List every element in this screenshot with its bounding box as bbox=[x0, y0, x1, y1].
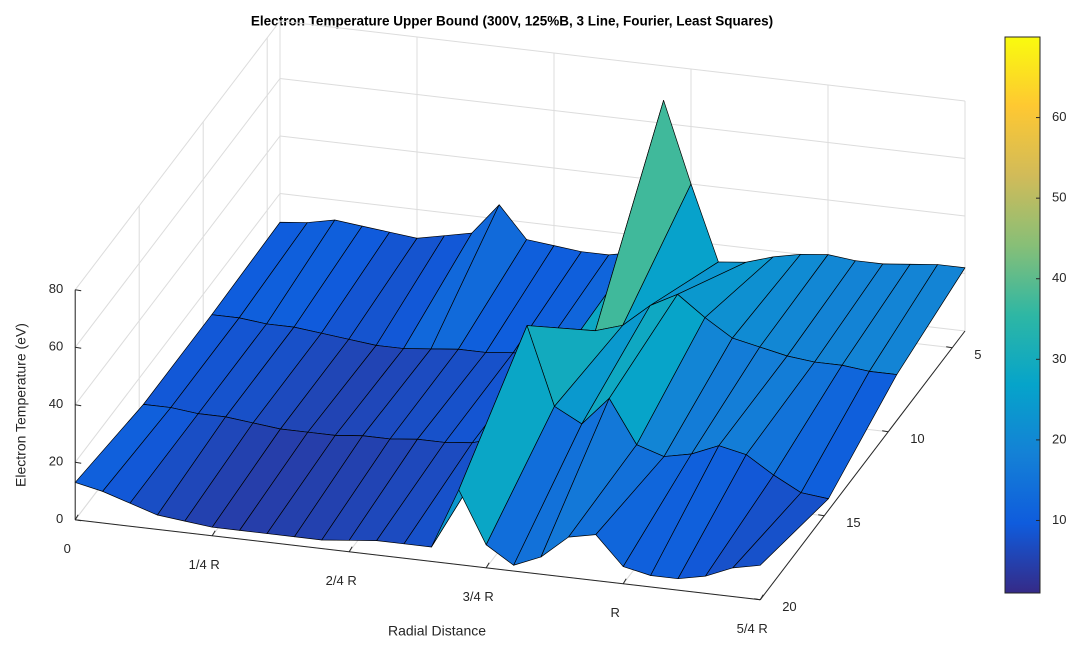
y-tick-label: 20 bbox=[782, 599, 796, 614]
y-tick-label: 15 bbox=[846, 515, 860, 530]
y-tick-label: 10 bbox=[910, 431, 924, 446]
x-axis bbox=[75, 519, 761, 601]
grid-line bbox=[279, 20, 966, 102]
x-tick bbox=[622, 578, 627, 585]
x-tick bbox=[348, 546, 353, 553]
grid-line bbox=[74, 135, 281, 406]
z-axis-label: Electron Temperature (eV) bbox=[13, 323, 29, 487]
y-axis bbox=[759, 330, 966, 601]
grid-line bbox=[279, 78, 966, 159]
x-tick-label: 1/4 R bbox=[189, 557, 220, 572]
z-tick bbox=[75, 461, 82, 464]
grid-line bbox=[74, 78, 281, 348]
colorbar bbox=[1004, 36, 1041, 594]
z-tick-label: 60 bbox=[49, 339, 63, 354]
z-tick bbox=[75, 346, 82, 349]
y-tick bbox=[882, 430, 889, 433]
y-tick bbox=[754, 598, 761, 601]
z-tick-label: 0 bbox=[56, 511, 63, 526]
z-tick bbox=[75, 289, 82, 292]
z-tick bbox=[75, 519, 82, 522]
colorbar-tick-label: 50 bbox=[1052, 190, 1066, 205]
chart-title: Electron Temperature Upper Bound (300V, … bbox=[251, 14, 773, 29]
y-tick bbox=[946, 346, 953, 349]
x-tick-label: R bbox=[611, 605, 620, 620]
x-tick-label: 5/4 R bbox=[737, 621, 768, 636]
y-tick-label: 5 bbox=[974, 347, 981, 362]
x-tick-label: 2/4 R bbox=[326, 573, 357, 588]
surface-patch bbox=[732, 492, 829, 569]
z-tick-label: 20 bbox=[49, 454, 63, 469]
colorbar-tick-label: 60 bbox=[1052, 109, 1066, 124]
colorbar-tick-label: 40 bbox=[1052, 270, 1066, 285]
grid-line bbox=[74, 193, 281, 463]
y-tick bbox=[818, 514, 825, 517]
colorbar-tick-label: 10 bbox=[1052, 512, 1066, 527]
z-tick-label: 40 bbox=[49, 396, 63, 411]
x-tick-label: 3/4 R bbox=[463, 589, 494, 604]
colorbar-tick-label: 30 bbox=[1052, 351, 1066, 366]
z-tick bbox=[75, 404, 82, 407]
x-tick bbox=[759, 594, 764, 601]
x-axis-label: Radial Distance bbox=[388, 623, 486, 639]
grid-line bbox=[74, 20, 281, 291]
colorbar-tick-label: 20 bbox=[1052, 431, 1066, 446]
grid-line bbox=[279, 135, 966, 217]
x-tick bbox=[485, 562, 490, 569]
x-tick bbox=[211, 530, 216, 537]
z-tick-label: 80 bbox=[49, 281, 63, 296]
x-tick bbox=[74, 514, 79, 521]
x-tick-label: 0 bbox=[64, 541, 71, 556]
